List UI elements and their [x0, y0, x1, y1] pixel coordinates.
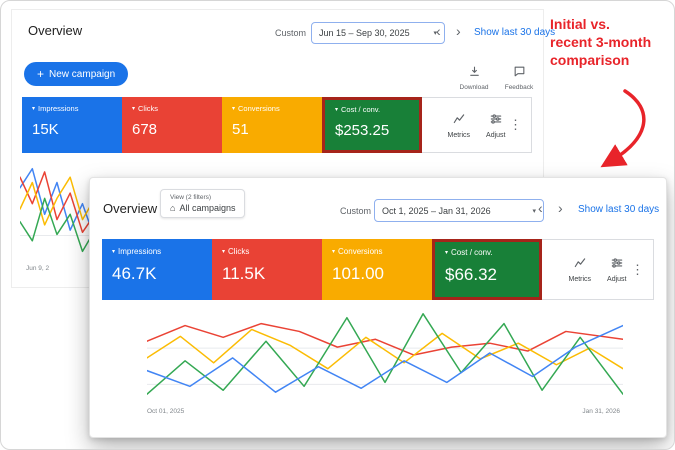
- scorecard-value: 11.5K: [222, 264, 266, 283]
- caret-down-icon: ▾: [32, 105, 36, 112]
- scorecard-value: 101.00: [332, 264, 384, 283]
- card-tools: Metrics Adjust ⋮: [542, 239, 654, 300]
- scorecard-value: 15K: [32, 121, 59, 138]
- annotation-line: Initial vs.: [550, 16, 610, 32]
- scorecard-label: Clicks: [228, 247, 250, 256]
- download-icon: [469, 66, 479, 76]
- scorecard-clicks[interactable]: ▾ Clicks 678: [122, 97, 222, 153]
- axis-start-label: Jun 9, 2: [26, 265, 50, 272]
- scorecard-label: Conversions: [238, 104, 280, 113]
- adjust-icon: [611, 258, 623, 268]
- view-filters-caption: View (2 filters): [170, 194, 212, 201]
- scorecard-label-row: ▾ Clicks: [222, 247, 322, 256]
- next-period-button[interactable]: ›: [558, 200, 563, 216]
- scorecard-label: Conversions: [338, 247, 383, 256]
- caret-down-icon: ▾: [132, 105, 136, 112]
- scorecard-strip: ▾ Impressions 46.7K ▾ Clicks 11.5K ▾ Conver…: [102, 239, 654, 300]
- scorecard-value: $253.25: [335, 122, 390, 139]
- scorecard-impressions[interactable]: ▾ Impressions 15K: [22, 97, 122, 153]
- scorecard-label-row: ▾ Clicks: [132, 104, 222, 113]
- date-range-picker[interactable]: Oct 1, 2025 – Jan 31, 2026 ▾: [374, 199, 544, 222]
- previous-period-button[interactable]: ‹: [538, 200, 543, 216]
- metrics-label: Metrics: [447, 131, 471, 139]
- scorecard-label-row: ▾ Cost / conv.: [445, 248, 539, 257]
- scorecard-value: 678: [132, 121, 158, 138]
- axis-start-label: Oct 01, 2025: [147, 408, 185, 415]
- scorecard-label: Impressions: [38, 104, 79, 113]
- scorecard-cost-per-conv[interactable]: ▾ Cost / conv. $66.32: [432, 239, 542, 300]
- chevron-down-icon: ▾: [532, 207, 536, 215]
- adjust-label: Adjust: [486, 131, 506, 139]
- scorecard-conversions[interactable]: ▾ Conversions 101.00: [322, 239, 432, 300]
- view-filter-row: ⌂ All campaigns: [170, 203, 235, 213]
- caret-down-icon: ▾: [232, 105, 236, 112]
- scorecard-label: Clicks: [138, 104, 159, 113]
- new-campaign-button[interactable]: + New campaign: [24, 62, 129, 86]
- scorecard-label: Cost / conv.: [341, 105, 381, 114]
- scorecard-label-row: ▾ Conversions: [232, 104, 322, 113]
- scorecard-label-row: ▾ Cost / conv.: [335, 105, 419, 114]
- new-campaign-label: New campaign: [49, 68, 116, 80]
- chevron-down-icon: ▾: [433, 30, 437, 37]
- scorecard-label-row: ▾ Impressions: [112, 247, 212, 256]
- scorecard-value: $66.32: [445, 265, 497, 284]
- metrics-label: Metrics: [568, 276, 592, 283]
- download-button[interactable]: Download: [454, 65, 494, 91]
- metrics-icon: [574, 258, 586, 268]
- adjust-label: Adjust: [607, 276, 627, 283]
- scorecard-value: 46.7K: [112, 264, 157, 283]
- annotation-arrow-icon: [600, 89, 646, 168]
- adjust-icon: [490, 113, 502, 124]
- show-last-30-days-link[interactable]: Show last 30 days: [578, 204, 660, 215]
- more-options-button[interactable]: ⋮: [509, 117, 522, 132]
- adjust-button[interactable]: Adjust: [486, 112, 506, 139]
- more-options-button[interactable]: ⋮: [631, 261, 644, 277]
- annotation-text: Initial vs. recent 3-month comparison: [550, 16, 674, 70]
- next-period-button[interactable]: ›: [456, 23, 461, 39]
- scorecard-label: Impressions: [118, 247, 162, 256]
- annotation-line: comparison: [550, 51, 630, 68]
- date-range-picker[interactable]: Jun 15 – Sep 30, 2025 ▾: [311, 22, 445, 44]
- date-range-value: Oct 1, 2025 – Jan 31, 2026: [382, 205, 491, 216]
- plus-icon: +: [37, 67, 45, 81]
- feedback-icon: [514, 66, 524, 77]
- scorecard-label-row: ▾ Impressions: [32, 104, 122, 113]
- scorecard-cost-per-conv[interactable]: ▾ Cost / conv. $253.25: [322, 97, 422, 153]
- metrics-button[interactable]: Metrics: [568, 256, 591, 283]
- view-filter-label: All campaigns: [179, 203, 236, 213]
- scorecard-strip: ▾ Impressions 15K ▾ Clicks 678 ▾ Conversion…: [22, 97, 532, 153]
- metrics-icon: [453, 113, 465, 123]
- annotation-line: recent 3-month: [550, 33, 652, 50]
- scorecard-conversions[interactable]: ▾ Conversions 51: [222, 97, 322, 153]
- date-mode-label: Custom: [275, 28, 307, 38]
- metrics-button[interactable]: Metrics: [447, 112, 470, 139]
- feedback-label: Feedback: [504, 84, 534, 91]
- performance-chart-recent: [147, 304, 623, 402]
- scorecard-impressions[interactable]: ▾ Impressions 46.7K: [102, 239, 212, 300]
- scorecard-clicks[interactable]: ▾ Clicks 11.5K: [212, 239, 322, 300]
- caret-down-icon: ▾: [335, 106, 339, 113]
- overview-panel-recent: Overview View (2 filters) ⌂ All campaign…: [89, 177, 667, 438]
- caret-down-icon: ▾: [222, 248, 226, 255]
- axis-end-label: Jan 31, 2026: [582, 408, 620, 415]
- page-title: Overview: [103, 201, 158, 216]
- feedback-button[interactable]: Feedback: [499, 65, 539, 91]
- card-tools: Metrics Adjust ⋮: [422, 97, 532, 153]
- caret-down-icon: ▾: [445, 249, 449, 256]
- show-last-30-days-link[interactable]: Show last 30 days: [474, 27, 556, 38]
- scorecard-label-row: ▾ Conversions: [332, 247, 432, 256]
- adjust-button[interactable]: Adjust: [607, 256, 627, 283]
- campaign-view-filter[interactable]: View (2 filters) ⌂ All campaigns: [160, 189, 246, 218]
- caret-down-icon: ▾: [332, 248, 336, 255]
- previous-period-button[interactable]: ‹: [436, 23, 441, 39]
- scorecard-label: Cost / conv.: [451, 248, 493, 257]
- date-mode-label: Custom: [340, 206, 372, 216]
- scorecard-value: 51: [232, 121, 249, 138]
- home-icon: ⌂: [170, 203, 176, 213]
- download-label: Download: [459, 84, 489, 91]
- caret-down-icon: ▾: [112, 248, 116, 255]
- date-range-value: Jun 15 – Sep 30, 2025: [319, 28, 410, 38]
- page-title: Overview: [28, 23, 83, 38]
